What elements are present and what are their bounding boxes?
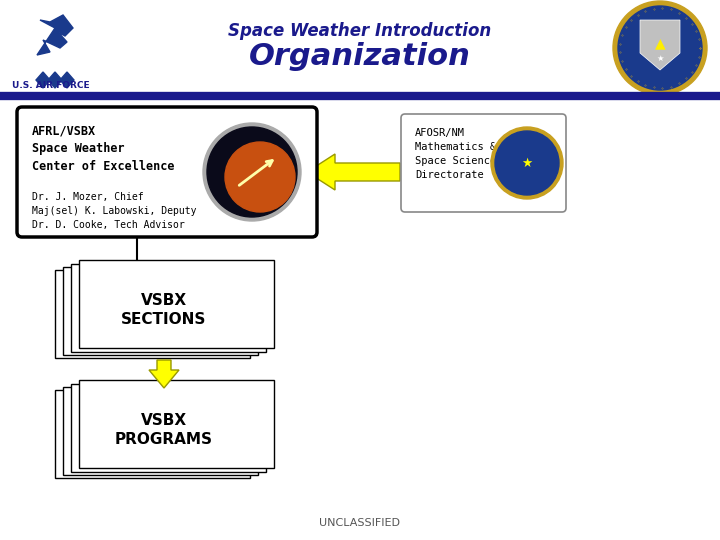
Text: AFOSR/NM
Mathematics &
Space Sciences
Directorate: AFOSR/NM Mathematics & Space Sciences Di… bbox=[415, 128, 503, 180]
FancyArrow shape bbox=[149, 360, 179, 388]
Text: Organization: Organization bbox=[249, 42, 471, 71]
Polygon shape bbox=[36, 72, 50, 88]
Text: ★: ★ bbox=[656, 53, 664, 63]
Text: UNCLASSIFIED: UNCLASSIFIED bbox=[320, 518, 400, 528]
FancyBboxPatch shape bbox=[401, 114, 566, 212]
Polygon shape bbox=[37, 15, 73, 55]
FancyBboxPatch shape bbox=[63, 267, 258, 355]
Text: ▲: ▲ bbox=[654, 36, 665, 50]
Polygon shape bbox=[48, 72, 62, 88]
Text: ★: ★ bbox=[521, 157, 533, 170]
Circle shape bbox=[207, 127, 297, 217]
FancyBboxPatch shape bbox=[63, 387, 258, 475]
Circle shape bbox=[491, 127, 563, 199]
FancyBboxPatch shape bbox=[55, 270, 250, 358]
FancyBboxPatch shape bbox=[71, 264, 266, 352]
Text: AFRL/VSBX
Space Weather
Center of Excellence: AFRL/VSBX Space Weather Center of Excell… bbox=[32, 124, 174, 173]
Text: Space Weather Introduction: Space Weather Introduction bbox=[228, 22, 492, 40]
FancyBboxPatch shape bbox=[55, 390, 250, 478]
Polygon shape bbox=[60, 72, 74, 88]
Circle shape bbox=[495, 131, 559, 195]
Circle shape bbox=[618, 6, 702, 90]
Circle shape bbox=[225, 142, 295, 212]
Circle shape bbox=[613, 1, 707, 95]
FancyBboxPatch shape bbox=[71, 383, 266, 471]
FancyBboxPatch shape bbox=[79, 260, 274, 348]
Text: U.S. AIR FORCE: U.S. AIR FORCE bbox=[12, 81, 89, 90]
Text: Dr. J. Mozer, Chief
Maj(sel) K. Labowski, Deputy
Dr. D. Cooke, Tech Advisor: Dr. J. Mozer, Chief Maj(sel) K. Labowski… bbox=[32, 192, 197, 230]
FancyArrow shape bbox=[307, 154, 400, 190]
FancyBboxPatch shape bbox=[17, 107, 317, 237]
Text: VSBX
PROGRAMS: VSBX PROGRAMS bbox=[115, 413, 213, 447]
Text: VSBX
SECTIONS: VSBX SECTIONS bbox=[121, 293, 207, 327]
Polygon shape bbox=[640, 20, 680, 70]
FancyBboxPatch shape bbox=[79, 380, 274, 468]
Circle shape bbox=[203, 123, 301, 221]
